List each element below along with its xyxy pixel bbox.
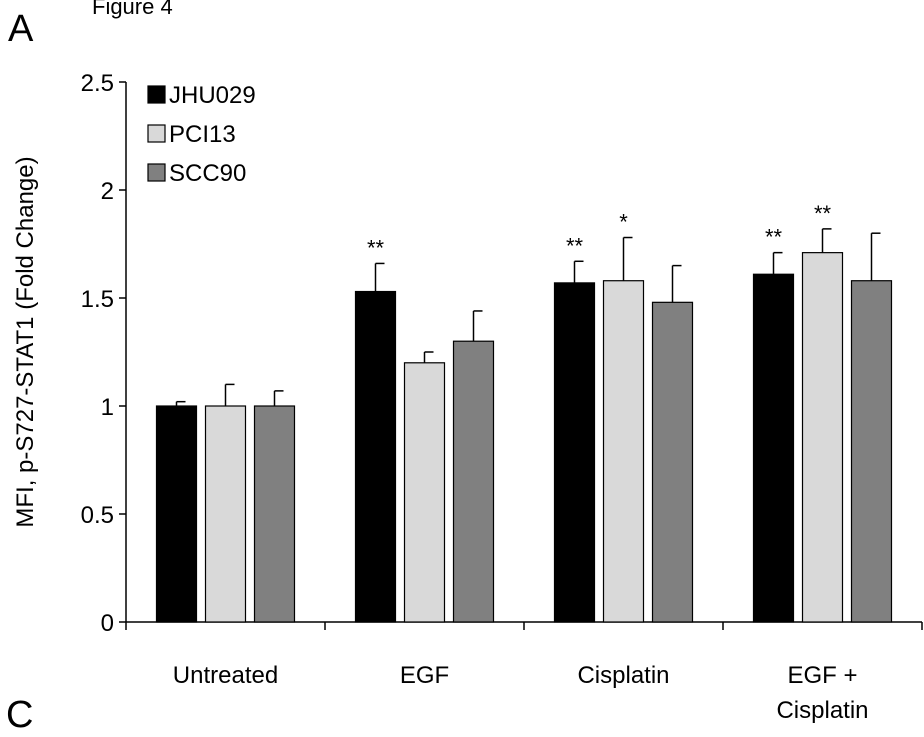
significance-marker: ** — [814, 201, 832, 226]
legend-swatch-scc90 — [147, 163, 166, 182]
error-bars — [175, 228, 881, 406]
panel-label-a: A — [8, 8, 34, 50]
legend-label-scc90: SCC90 — [169, 160, 246, 187]
legend-label-jhu029: JHU029 — [169, 82, 256, 109]
significance-marker: * — [619, 210, 628, 235]
y-tick-label: 2.5 — [81, 70, 114, 97]
y-axis: 0 0.5 1 1.5 2 2.5 — [81, 70, 127, 637]
y-tick-label: 1.5 — [81, 286, 114, 313]
significance-marker: ** — [566, 233, 584, 258]
figure-caption: Figure 4 — [92, 0, 173, 19]
y-tick-label: 2 — [101, 178, 114, 205]
significance-marker: ** — [765, 225, 783, 250]
category-label: Cisplatin — [577, 662, 669, 689]
bar-jhu029 — [354, 290, 397, 623]
bars — [155, 252, 893, 623]
bar-jhu029 — [155, 405, 198, 623]
bar-pci13 — [204, 405, 247, 623]
y-axis-label: MFI, p-S727-STAT1 (Fold Change) — [12, 156, 39, 527]
bar-scc90 — [452, 340, 495, 623]
bar-scc90 — [850, 280, 893, 623]
significance-marker: ** — [367, 235, 385, 260]
panel-label-c: C — [6, 694, 34, 736]
y-tick-label: 0 — [101, 610, 114, 637]
y-tick-label: 0.5 — [81, 502, 114, 529]
legend-swatch-jhu029 — [147, 85, 166, 104]
bar-scc90 — [651, 301, 694, 623]
bar-jhu029 — [752, 273, 795, 623]
category-label: Untreated — [173, 662, 278, 689]
category-label: Cisplatin — [776, 697, 868, 724]
x-axis: Untreated EGF Cisplatin EGF + Cisplatin — [125, 621, 923, 724]
bar-pci13 — [403, 362, 446, 623]
bar-pci13 — [801, 252, 844, 623]
legend-label-pci13: PCI13 — [169, 121, 236, 148]
significance-markers: ** ** *** ** — [367, 201, 832, 261]
y-tick-label: 1 — [101, 394, 114, 421]
category-label: EGF — [400, 662, 449, 689]
legend: JHU029 PCI13 SCC90 — [147, 82, 256, 187]
category-label: EGF + — [787, 662, 857, 689]
y-axis-title: MFI, p-S727-STAT1 (Fold Change) — [12, 156, 39, 527]
bar-pci13 — [602, 280, 645, 623]
legend-swatch-pci13 — [147, 124, 166, 143]
bar-jhu029 — [553, 282, 596, 623]
bar-scc90 — [253, 405, 296, 623]
